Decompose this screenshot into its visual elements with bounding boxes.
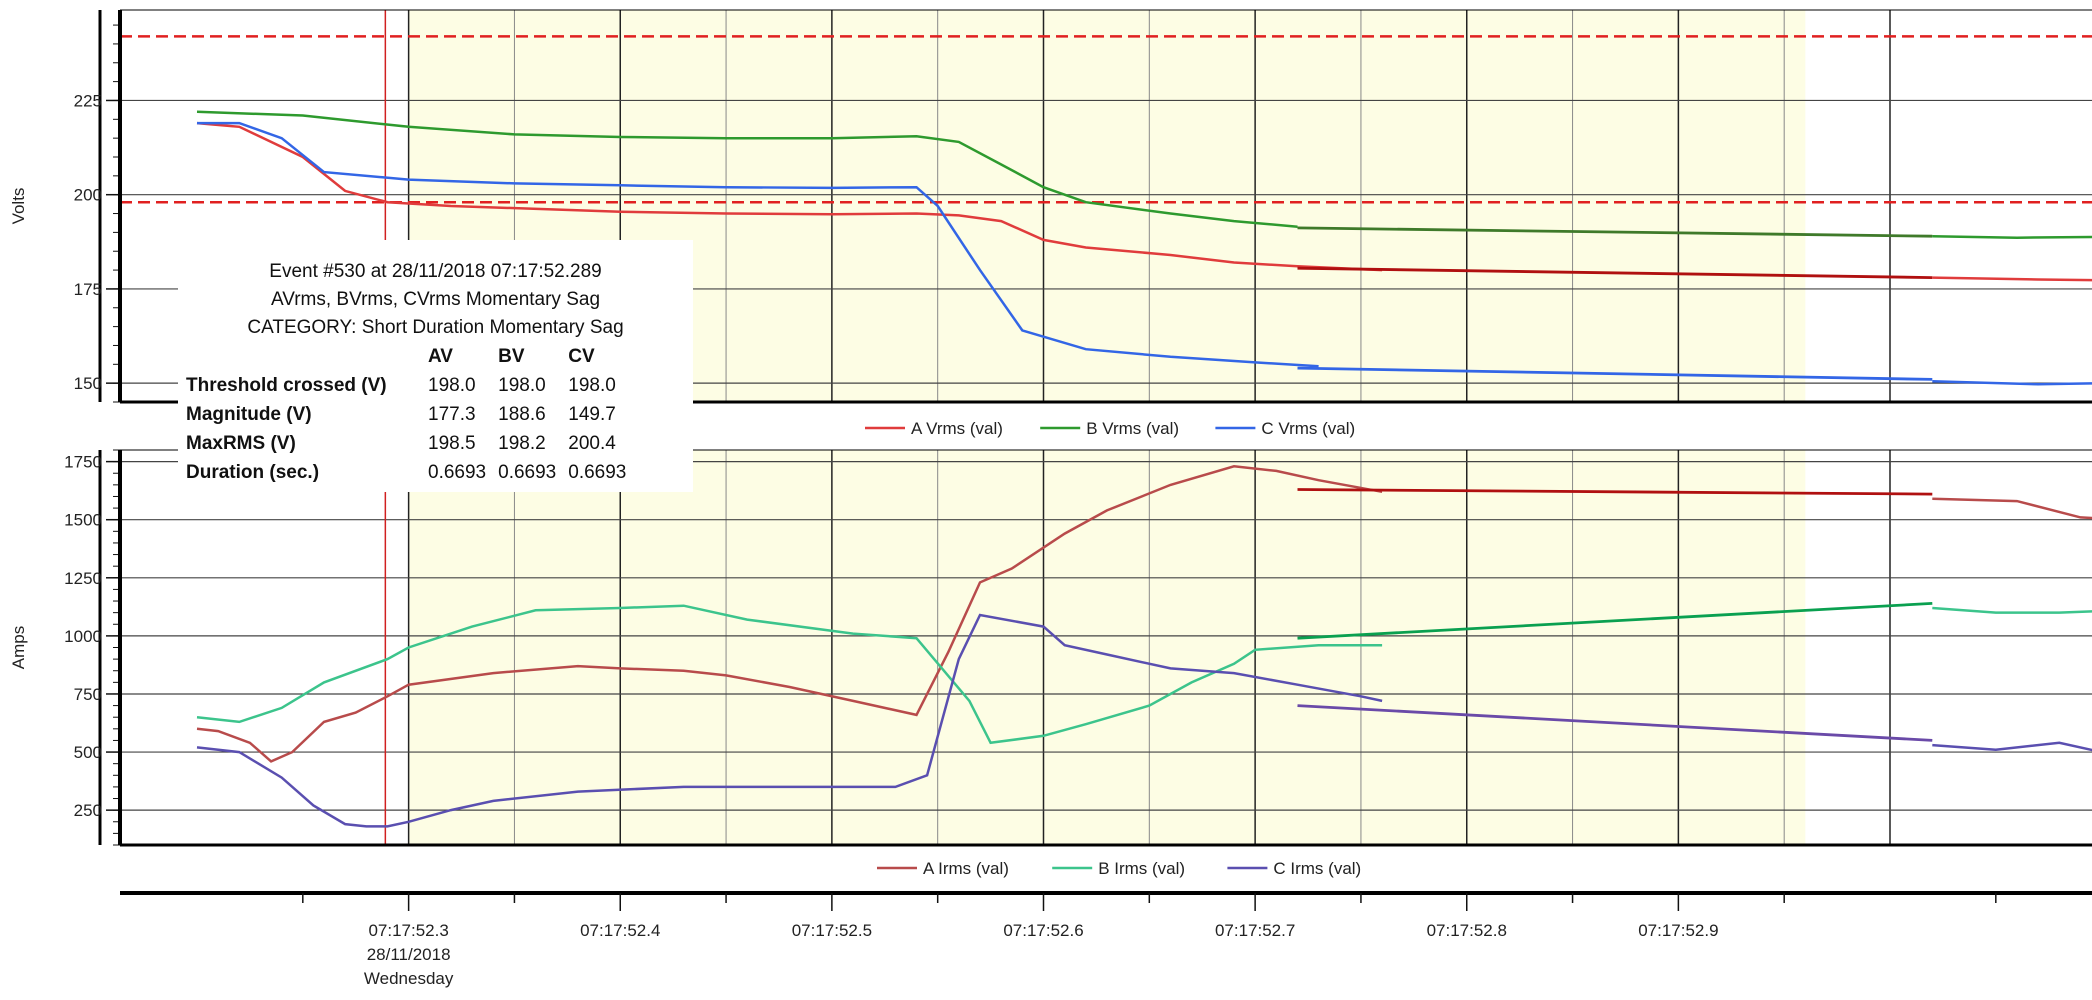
y-tick-label: 250 [74,801,102,820]
legend-label: B Vrms (val) [1086,419,1179,438]
column-header: BV [498,342,568,371]
event-stats-row: Magnitude (V) 177.3 188.6 149.7 [186,400,638,429]
y-tick-label: 225 [74,91,102,110]
time-tick-label: 07:17:52.7 [1215,921,1295,940]
event-stats-table: AV BV CV Threshold crossed (V) 198.0 198… [186,342,638,487]
row-label: Threshold crossed (V) [186,371,428,400]
y-tick-label: 1750 [64,453,102,472]
event-title: Event #530 at 28/11/2018 07:17:52.289 [178,258,693,286]
event-stats-row: Threshold crossed (V) 198.0 198.0 198.0 [186,371,638,400]
row-value: 200.4 [568,429,638,458]
date-label: 28/11/2018 [367,945,451,964]
event-stats-row: MaxRMS (V) 198.5 198.2 200.4 [186,429,638,458]
row-value: 0.6693 [498,458,568,487]
legend-label: C Irms (val) [1273,859,1361,878]
y-tick-label: 1500 [64,511,102,530]
row-label: MaxRMS (V) [186,429,428,458]
time-tick-label: 07:17:52.9 [1638,921,1718,940]
time-tick-label: 07:17:52.4 [580,921,660,940]
row-value: 198.0 [498,371,568,400]
event-category: CATEGORY: Short Duration Momentary Sag [178,314,693,342]
event-channels: AVrms, BVrms, CVrms Momentary Sag [178,286,693,314]
time-tick-label: 07:17:52.8 [1427,921,1507,940]
y-tick-label: 1000 [64,627,102,646]
day-label: Wednesday [364,969,454,988]
y-tick-label: 1250 [64,569,102,588]
row-value: 198.0 [428,371,498,400]
row-value: 188.6 [498,400,568,429]
row-label: Magnitude (V) [186,400,428,429]
row-value: 198.5 [428,429,498,458]
column-header: CV [568,342,638,371]
y-tick-label: 150 [74,374,102,393]
y-tick-label: 200 [74,186,102,205]
legend-label: A Irms (val) [923,859,1009,878]
legend-label: C Vrms (val) [1261,419,1355,438]
y-axis-title: Volts [9,188,28,225]
time-tick-label: 07:17:52.5 [792,921,872,940]
y-tick-label: 750 [74,685,102,704]
row-value: 198.2 [498,429,568,458]
row-value: 198.0 [568,371,638,400]
row-value: 0.6693 [428,458,498,487]
legend-label: B Irms (val) [1098,859,1185,878]
y-tick-label: 175 [74,280,102,299]
event-info-box: Event #530 at 28/11/2018 07:17:52.289 AV… [178,240,693,492]
event-stats-row: Duration (sec.) 0.6693 0.6693 0.6693 [186,458,638,487]
event-stats-header: AV BV CV [186,342,638,371]
time-tick-label: 07:17:52.6 [1003,921,1083,940]
row-value: 0.6693 [568,458,638,487]
row-label: Duration (sec.) [186,458,428,487]
y-tick-label: 500 [74,743,102,762]
time-tick-label: 07:17:52.3 [368,921,448,940]
y-axis-title: Amps [9,626,28,669]
row-value: 177.3 [428,400,498,429]
column-header: AV [428,342,498,371]
legend-label: A Vrms (val) [911,419,1003,438]
row-value: 149.7 [568,400,638,429]
